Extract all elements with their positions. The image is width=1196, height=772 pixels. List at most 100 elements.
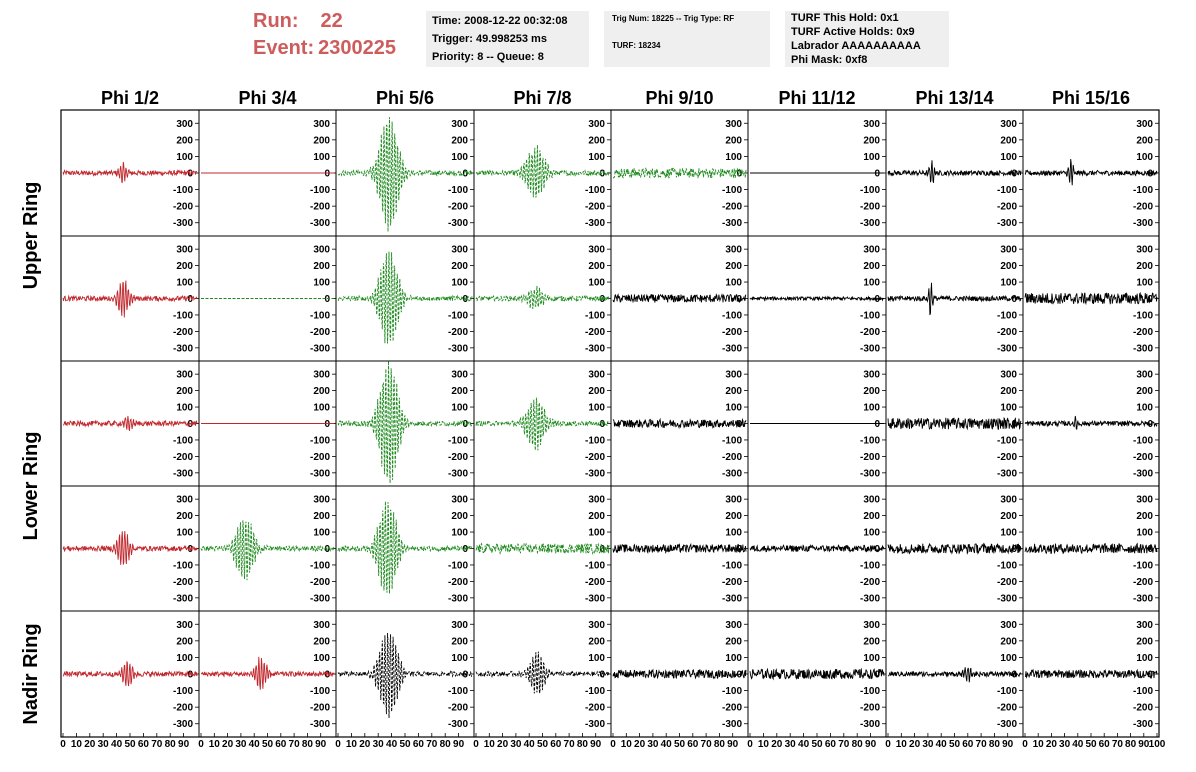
x-tick-label: 70 (838, 739, 850, 750)
y-tick-label: -300 (173, 593, 193, 604)
y-tick-label: 300 (1000, 620, 1017, 631)
waveform-trace (62, 415, 198, 432)
y-tick-label: 200 (1000, 261, 1017, 272)
y-tick-label: 100 (1136, 528, 1153, 539)
y-tick-label: -200 (585, 327, 605, 338)
y-tick-label: 100 (863, 403, 880, 414)
y-tick-label: 200 (725, 261, 742, 272)
y-tick-label: 100 (176, 653, 193, 664)
y-tick-label: -100 (997, 310, 1017, 321)
y-tick-label: -200 (997, 577, 1017, 588)
x-tick-label: 70 (564, 739, 576, 750)
y-tick-label: -100 (585, 686, 605, 697)
waveform-trace (887, 160, 1022, 183)
y-tick-label: 200 (176, 636, 193, 647)
y-tick-label: -100 (585, 435, 605, 446)
y-tick-label: -300 (173, 719, 193, 730)
y-tick-label: 100 (176, 403, 193, 414)
x-tick-label: 60 (275, 739, 287, 750)
x-tick-label: 10 (484, 739, 496, 750)
x-tick-label: 90 (1138, 739, 1150, 750)
y-tick-label: 300 (863, 620, 880, 631)
y-tick-label: -100 (1133, 686, 1153, 697)
y-tick-label: 0 (324, 419, 330, 430)
y-tick-label: 0 (874, 670, 880, 681)
y-tick-label: 100 (725, 152, 742, 163)
x-tick-label: 80 (165, 739, 177, 750)
x-tick-label: 70 (701, 739, 713, 750)
y-tick-label: 0 (324, 169, 330, 180)
y-tick-label: 200 (1000, 511, 1017, 522)
row-label: Upper Ring (20, 182, 42, 290)
x-tick-label: 0 (198, 739, 204, 750)
x-tick-label: 10 (209, 739, 221, 750)
column-header: Phi 1/2 (101, 88, 159, 108)
phi-mask-text: Phi Mask: 0xf8 (791, 54, 868, 66)
y-tick-label: 300 (1136, 495, 1153, 506)
y-tick-label: 100 (1000, 152, 1017, 163)
y-tick-label: -200 (310, 327, 330, 338)
y-tick-label: -200 (997, 703, 1017, 714)
x-tick-label: 30 (647, 739, 659, 750)
y-tick-label: -300 (860, 719, 880, 730)
x-tick-label: 50 (537, 739, 549, 750)
column-header: Phi 9/10 (645, 88, 713, 108)
y-tick-label: -100 (997, 686, 1017, 697)
x-tick-label: 50 (124, 739, 136, 750)
x-tick-label: 0 (747, 739, 753, 750)
y-tick-label: -200 (1133, 577, 1153, 588)
x-tick-label: 100 (1149, 739, 1166, 750)
y-tick-label: 100 (588, 528, 605, 539)
y-tick-label: -100 (310, 435, 330, 446)
y-tick-label: -300 (1133, 218, 1153, 229)
y-tick-label: 0 (462, 419, 468, 430)
y-tick-label: -300 (310, 468, 330, 479)
y-tick-label: 300 (1136, 245, 1153, 256)
x-tick-label: 60 (413, 739, 425, 750)
x-tick-label: 10 (71, 739, 83, 750)
waveform-trace (612, 542, 747, 555)
y-tick-label: 200 (863, 135, 880, 146)
turf-text: TURF: 18234 (612, 41, 661, 50)
y-tick-label: -300 (722, 343, 742, 354)
y-tick-label: 100 (313, 653, 330, 664)
y-tick-label: -100 (173, 185, 193, 196)
y-tick-label: 100 (725, 278, 742, 289)
y-tick-label: 200 (313, 511, 330, 522)
y-tick-label: -200 (448, 202, 468, 213)
y-tick-label: -300 (722, 719, 742, 730)
run-event-header: Run: 22 Event: 2300225 (253, 8, 396, 62)
y-tick-label: -200 (448, 703, 468, 714)
x-tick-label: 30 (510, 739, 522, 750)
y-tick-label: 0 (1147, 294, 1153, 305)
waveform-trace (475, 285, 610, 309)
y-tick-label: 200 (451, 636, 468, 647)
waveform-trace (1024, 542, 1158, 555)
y-tick-label: -100 (1133, 560, 1153, 571)
x-tick-label: 80 (852, 739, 864, 750)
x-tick-label: 70 (289, 739, 301, 750)
y-tick-label: -100 (173, 560, 193, 571)
y-tick-label: 100 (1136, 403, 1153, 414)
y-tick-label: 300 (588, 620, 605, 631)
x-tick-label: 30 (922, 739, 934, 750)
y-tick-label: -100 (860, 435, 880, 446)
y-tick-label: -100 (860, 310, 880, 321)
y-tick-label: -200 (1133, 703, 1153, 714)
y-tick-label: -300 (448, 343, 468, 354)
event-label: Event: (253, 37, 315, 59)
waveform-trace (1025, 668, 1158, 679)
y-tick-label: -100 (1133, 435, 1153, 446)
x-tick-label: 60 (687, 739, 699, 750)
waveform-trace (62, 161, 198, 184)
waveform-trace (200, 656, 335, 690)
run-number: 22 (320, 10, 343, 32)
y-tick-label: -100 (722, 435, 742, 446)
waveform-trace (887, 542, 1022, 555)
turf-active-holds-text: TURF Active Holds: 0x9 (791, 26, 915, 38)
y-tick-label: -100 (722, 560, 742, 571)
y-tick-label: 100 (451, 528, 468, 539)
y-tick-label: 300 (588, 245, 605, 256)
y-tick-label: 300 (863, 245, 880, 256)
x-tick-label: 50 (262, 739, 274, 750)
